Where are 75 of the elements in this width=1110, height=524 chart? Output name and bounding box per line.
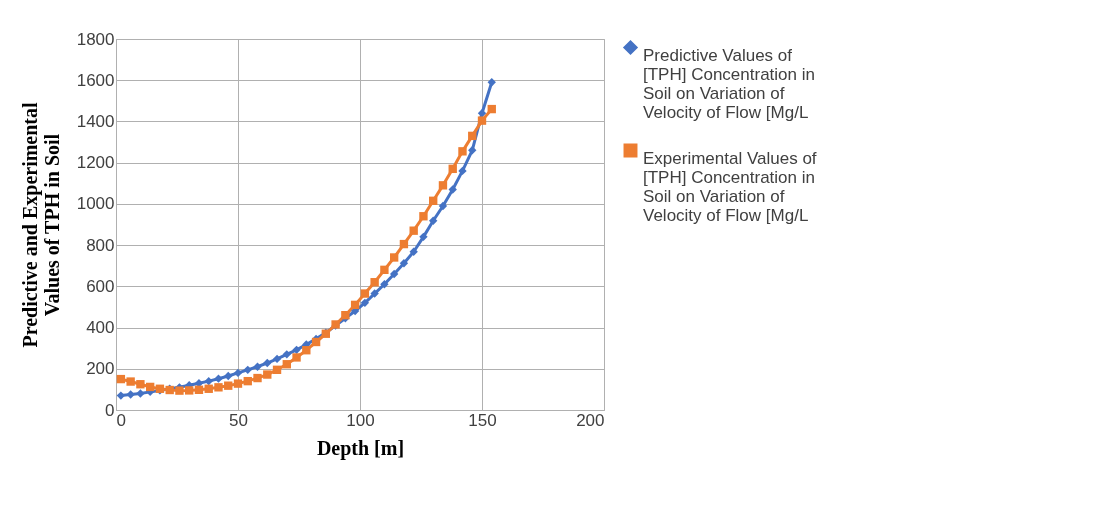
point [448,164,457,174]
point [116,391,126,400]
point [468,146,477,155]
point [458,166,467,176]
point [126,377,135,386]
point [272,365,282,374]
point [282,360,291,369]
point [243,376,252,386]
point [263,358,272,368]
point [389,269,399,279]
y-tick-label: 1800 [76,29,115,49]
point [204,384,213,393]
point [370,278,379,287]
point [438,181,448,190]
legend-label: Predictive Values of [TPH] Concentration in Soil on Variation of Velocity of Flow [Mg/L [643,45,815,122]
point [253,373,262,383]
point [399,259,409,268]
point [272,354,282,364]
y-tick-label: 400 [86,318,115,338]
point [360,298,370,308]
point [194,385,204,394]
x-tick-label: 150 [468,410,497,430]
y-tick-label: 1600 [76,70,115,90]
point [399,239,409,249]
point [409,226,418,235]
point [429,216,438,225]
point [126,390,135,399]
point [477,109,487,118]
point [292,353,301,362]
point [429,196,438,205]
point [477,116,487,125]
point [380,265,389,275]
point [419,232,428,242]
point [448,185,457,194]
point [282,350,291,359]
point [487,78,496,87]
point [145,382,155,392]
y-tick-label: 200 [86,359,115,379]
point [350,300,360,310]
point [233,379,243,388]
x-tick-label: 50 [229,410,248,430]
point [487,104,496,114]
point [438,201,448,211]
point [185,386,194,395]
x-axis-title: Depth [m] [316,436,405,460]
point [224,371,233,381]
point [263,370,272,379]
x-tick-label: 200 [576,410,605,430]
point [243,365,252,374]
y-tick-label: 1400 [76,111,115,131]
y-tick-label: 1200 [76,153,115,173]
point [302,346,311,355]
point [233,368,243,378]
point [136,380,145,389]
point [253,362,262,371]
point [419,212,428,221]
x-tick-label: 100 [346,410,375,430]
y-tick-label: 800 [86,235,115,255]
point [214,374,223,383]
point [370,289,379,298]
legend-label: Experimental Values of [TPH] Concentration in Soil on Variation of Velocity of Flow [Mg/L [643,148,817,225]
point [458,147,467,156]
point [136,389,145,398]
y-tick-label: 1000 [76,194,115,214]
point [389,253,399,262]
y-tick-label: 600 [86,276,115,296]
point [224,381,233,390]
y-axis-title: Predictive and Experimental Values of TPH in Soil [18,101,63,348]
point [116,374,126,384]
point [360,289,370,298]
point [468,131,477,141]
point [380,280,389,289]
point [409,247,418,256]
point [214,383,223,392]
point [204,376,213,386]
